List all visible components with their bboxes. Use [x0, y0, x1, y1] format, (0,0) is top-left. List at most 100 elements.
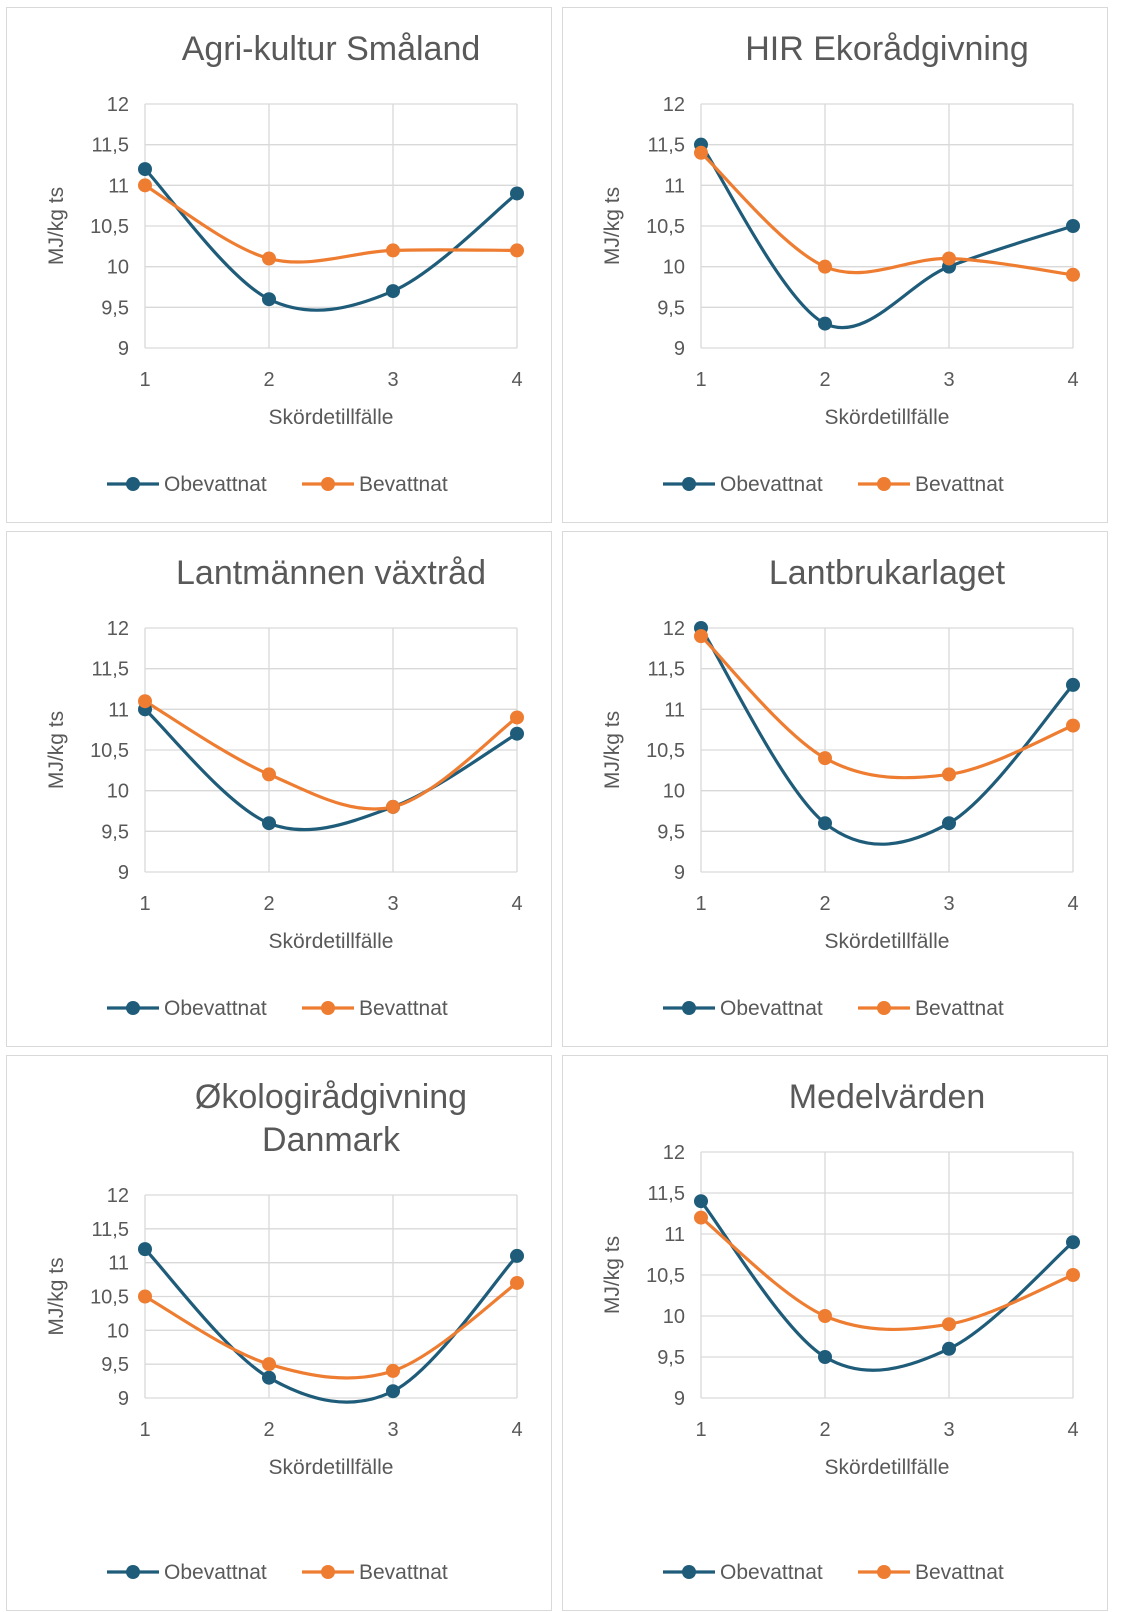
data-point-obevattnat: [386, 284, 400, 299]
data-point-bevattnat: [1066, 267, 1080, 282]
data-point-bevattnat: [1066, 718, 1080, 733]
x-tick-label: 3: [387, 1419, 398, 1441]
y-tick-label: 9,5: [101, 821, 129, 843]
data-point-bevattnat: [1066, 1268, 1080, 1282]
legend-label-obevattnat: Obevattnat: [720, 1561, 823, 1584]
data-point-bevattnat: [510, 710, 524, 725]
legend-marker-bevattnat: [321, 1001, 335, 1015]
chart-panel: Agri-kultur Småland 12 11,5 11 10,5 10 9,5 9 1 2 3…: [6, 7, 552, 523]
x-axis-title: Skördetillfälle: [825, 930, 950, 953]
data-point-bevattnat: [262, 1357, 276, 1372]
data-point-bevattnat: [818, 1309, 832, 1323]
x-tick-label: 4: [511, 369, 522, 391]
y-tick-label: 11: [664, 1224, 685, 1246]
y-tick-label: 11,5: [92, 659, 129, 681]
y-tick-label: 12: [663, 1142, 685, 1164]
data-point-bevattnat: [138, 1289, 152, 1304]
data-point-obevattnat: [942, 1341, 956, 1356]
chart-title: Lantmännen växtråd: [176, 554, 486, 592]
x-tick-label: 1: [695, 1419, 706, 1441]
data-point-bevattnat: [694, 145, 708, 160]
x-axis-title: Skördetillfälle: [825, 406, 950, 429]
series-line-obevattnat: [699, 1199, 1075, 1372]
y-tick-label: 11: [664, 175, 685, 197]
legend-label-obevattnat: Obevattnat: [164, 473, 267, 496]
y-tick-label: 12: [107, 618, 129, 640]
chart-title: Danmark: [262, 1121, 401, 1159]
data-point-bevattnat: [942, 1317, 956, 1332]
y-tick-label: 9: [674, 1388, 685, 1410]
data-point-obevattnat: [942, 816, 956, 831]
legend-label-obevattnat: Obevattnat: [164, 1561, 267, 1584]
series-line-bevattnat: [143, 1281, 519, 1380]
legend-marker-obevattnat: [126, 1565, 140, 1579]
x-tick-label: 1: [139, 1419, 150, 1441]
x-tick-label: 2: [819, 369, 830, 391]
chart-title: Agri-kultur Småland: [182, 30, 481, 68]
y-tick-label: 9,5: [657, 821, 685, 843]
series-line-bevattnat: [699, 1216, 1075, 1332]
legend-marker-bevattnat: [877, 1001, 891, 1015]
data-point-obevattnat: [262, 1370, 276, 1385]
y-tick-label: 10: [663, 1306, 685, 1328]
data-point-bevattnat: [942, 251, 956, 266]
x-tick-label: 2: [263, 1419, 274, 1441]
data-point-obevattnat: [510, 726, 524, 741]
y-tick-label: 10,5: [646, 740, 685, 762]
x-tick-label: 3: [387, 369, 398, 391]
data-point-bevattnat: [510, 243, 524, 258]
series-line-obevattnat: [143, 167, 519, 312]
x-tick-label: 1: [695, 893, 706, 915]
legend-label-bevattnat: Bevattnat: [359, 997, 448, 1020]
x-tick-label: 4: [1067, 1419, 1078, 1441]
x-tick-label: 1: [695, 369, 706, 391]
data-point-bevattnat: [942, 767, 956, 782]
y-tick-label: 11: [108, 175, 129, 197]
x-axis-title: Skördetillfälle: [269, 406, 394, 429]
series-line-bevattnat: [699, 151, 1075, 277]
y-tick-label: 10: [107, 257, 129, 279]
y-tick-label: 10,5: [90, 216, 129, 238]
y-tick-label: 10: [107, 781, 129, 803]
x-axis-title: Skördetillfälle: [269, 1456, 394, 1479]
y-tick-label: 10,5: [90, 740, 129, 762]
legend-marker-bevattnat: [877, 477, 891, 491]
y-tick-label: 11,5: [648, 135, 685, 157]
x-tick-label: 3: [387, 893, 398, 915]
x-tick-label: 1: [139, 369, 150, 391]
data-point-bevattnat: [510, 1275, 524, 1290]
chart-title: HIR Ekorådgivning: [745, 30, 1028, 68]
legend-marker-obevattnat: [682, 1001, 696, 1015]
y-axis-title: MJ/kg ts: [45, 1257, 68, 1335]
y-tick-label: 12: [663, 94, 685, 116]
series-line-bevattnat: [699, 634, 1075, 780]
y-axis-title: MJ/kg ts: [601, 187, 624, 265]
chart-title: Lantbrukarlaget: [769, 554, 1006, 592]
y-axis-title: MJ/kg ts: [601, 711, 624, 789]
legend-marker-bevattnat: [877, 1565, 891, 1579]
legend-label-bevattnat: Bevattnat: [359, 473, 448, 496]
y-tick-label: 9: [118, 1388, 129, 1410]
data-point-obevattnat: [818, 816, 832, 831]
y-tick-label: 9,5: [101, 1354, 129, 1376]
x-tick-label: 3: [943, 1419, 954, 1441]
x-tick-label: 4: [1067, 893, 1078, 915]
data-point-obevattnat: [1066, 1235, 1080, 1250]
data-point-bevattnat: [694, 629, 708, 644]
y-tick-label: 10: [663, 781, 685, 803]
data-point-bevattnat: [138, 694, 152, 709]
line-chart: ØkologirådgivningDanmark1211,51110,5109,…: [45, 1078, 524, 1584]
y-tick-label: 11: [108, 1253, 129, 1275]
data-point-obevattnat: [1066, 219, 1080, 233]
y-tick-label: 9,5: [657, 297, 685, 319]
data-point-bevattnat: [818, 751, 832, 766]
series-line-obevattnat: [143, 1247, 519, 1404]
data-point-bevattnat: [694, 1210, 708, 1225]
y-tick-label: 9: [674, 862, 685, 884]
x-tick-label: 4: [1067, 369, 1078, 391]
data-point-obevattnat: [694, 1194, 708, 1209]
legend-label-obevattnat: Obevattnat: [164, 997, 267, 1020]
